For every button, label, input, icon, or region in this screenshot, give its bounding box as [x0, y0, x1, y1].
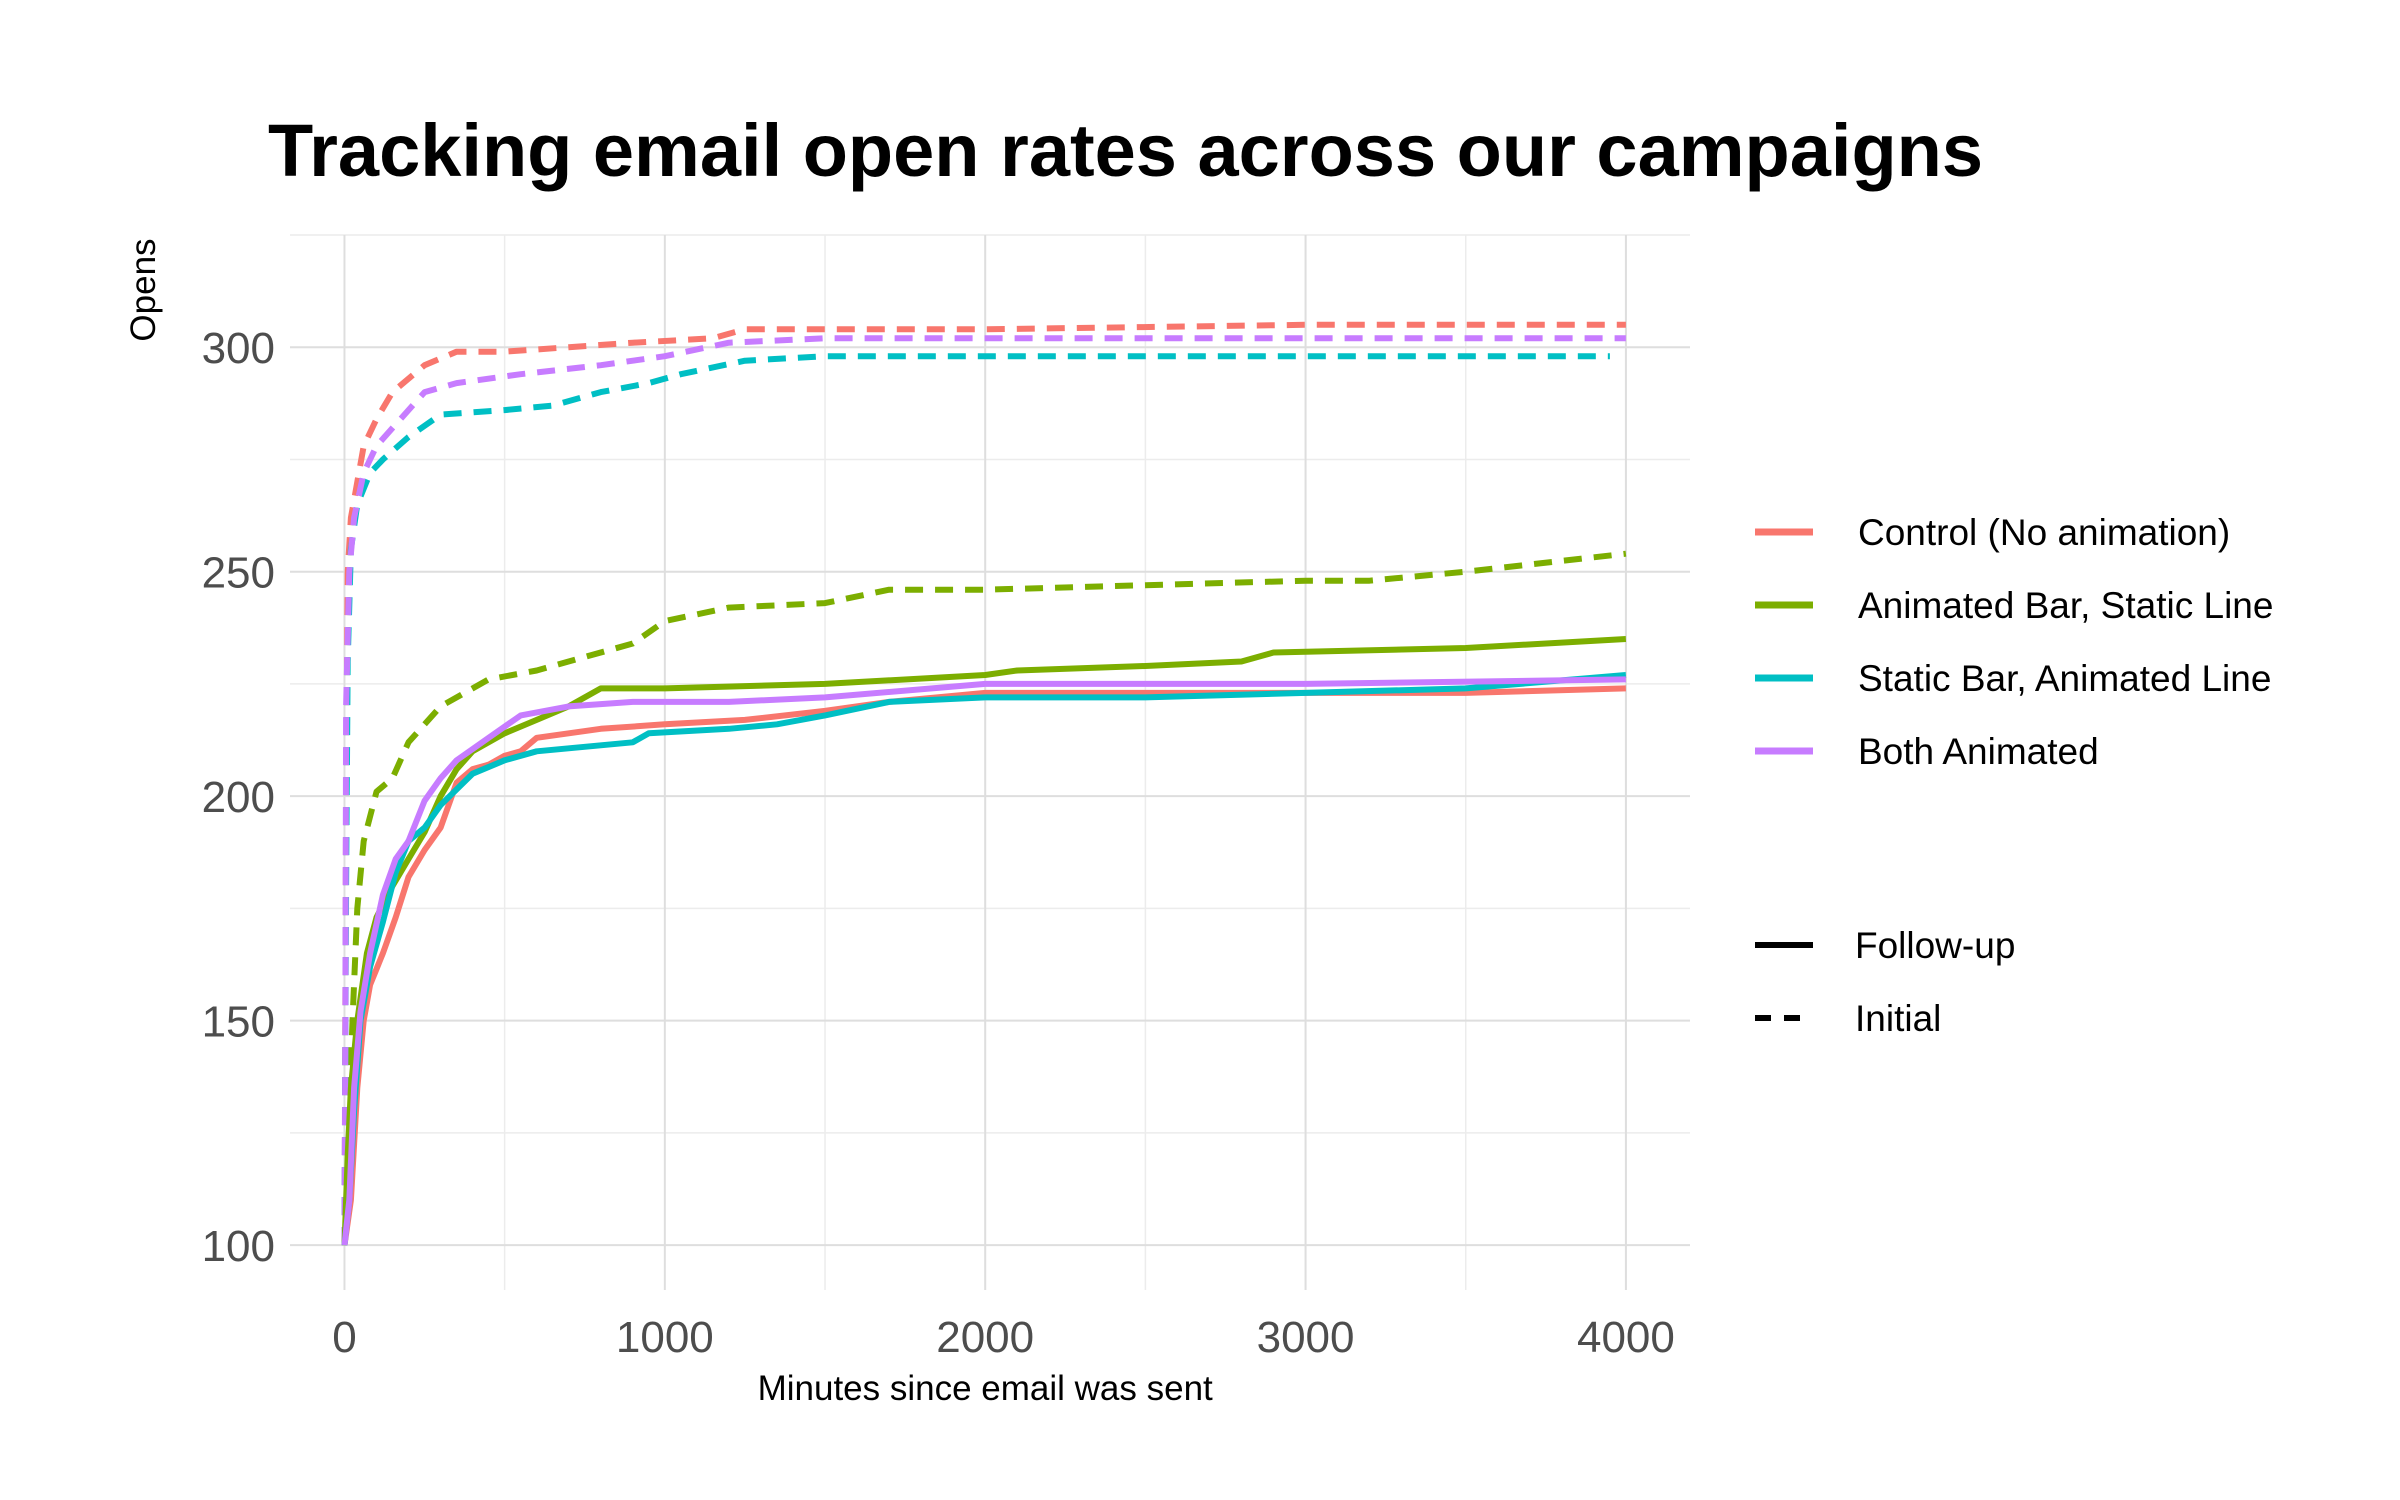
legend-label-1: Control (No animation): [1858, 512, 2230, 553]
x-tick-label: 2000: [936, 1313, 1034, 1362]
y-tick-label: 250: [202, 549, 275, 598]
chart-title: Tracking email open rates across our cam…: [268, 109, 1984, 192]
y-tick-label: 200: [202, 773, 275, 822]
x-tick-label: 1000: [616, 1313, 714, 1362]
x-tick-label: 0: [332, 1313, 356, 1362]
legend-label-2: Animated Bar, Static Line: [1858, 585, 2273, 626]
series-line-control-no-animation-initial: [341, 321, 1626, 1246]
series-line-control-no-animation-follow-up: [341, 685, 1626, 1246]
series-line-animated-bar-static-line-follow-up: [341, 636, 1627, 1246]
series-line-static-bar-animated-line-initial: [341, 353, 1610, 1246]
x-tick-label: 4000: [1577, 1313, 1675, 1362]
legend-label-4: Both Animated: [1858, 731, 2099, 772]
legend-label-3: Static Bar, Animated Line: [1858, 658, 2271, 699]
series-line-both-animated-initial: [341, 335, 1626, 1246]
axes: 0 1000 2000 3000 4000 100 150 200 250 300: [202, 324, 1675, 1362]
y-tick-label: 100: [202, 1222, 275, 1271]
series-line-both-animated-follow-up: [341, 676, 1626, 1246]
legend: Control (No animation) Animated Bar, Stat…: [1755, 512, 2273, 1039]
x-tick-label: 3000: [1257, 1313, 1355, 1362]
plot-lines: [341, 321, 1627, 1246]
y-tick-label: 150: [202, 998, 275, 1047]
legend-linetype-label-2: Initial: [1855, 998, 1941, 1039]
legend-linetype-label-1: Follow-up: [1855, 925, 2015, 966]
y-axis-title: Opens: [124, 238, 163, 341]
x-axis-title: Minutes since email was sent: [758, 1369, 1213, 1408]
y-tick-label: 300: [202, 324, 275, 373]
